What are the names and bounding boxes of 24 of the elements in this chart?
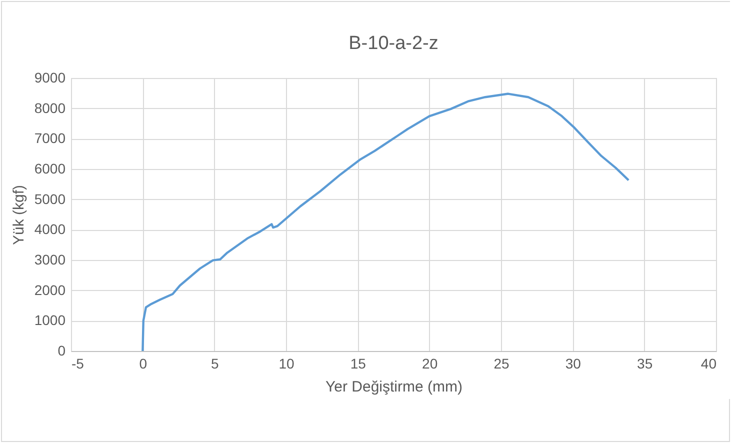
line-series: [142, 92, 630, 352]
x-tick-label: 35: [637, 356, 653, 372]
x-tick-label: 20: [422, 356, 438, 372]
chart-title: B-10-a-2-z: [348, 33, 438, 54]
x-tick-label: 5: [210, 356, 219, 372]
x-tick-label: 15: [350, 356, 366, 372]
x-tick-label: 30: [565, 356, 582, 372]
x-tick-label: -5: [72, 356, 84, 372]
y-tick-label: 8000: [34, 100, 66, 116]
y-tick-label: 2000: [34, 282, 66, 298]
y-tick-label: 6000: [34, 160, 66, 176]
x-tick-label: 25: [494, 356, 510, 372]
y-axis-title: Yük (kgf): [10, 184, 28, 246]
y-tick-label: 1000: [34, 312, 66, 328]
y-tick-label: 3000: [34, 252, 66, 268]
y-tick-label: 4000: [34, 221, 66, 238]
y-tick-label: 7000: [34, 130, 66, 146]
x-tick-label: 0: [139, 356, 148, 372]
x-tick-label: 40: [700, 356, 717, 372]
y-tick-label: 9000: [34, 70, 66, 86]
x-axis-title: Yer Değiştirme (mm): [326, 378, 462, 396]
y-tick-label: 5000: [34, 190, 66, 207]
y-tick-label: 0: [58, 342, 66, 358]
x-tick-label: 10: [278, 356, 294, 372]
